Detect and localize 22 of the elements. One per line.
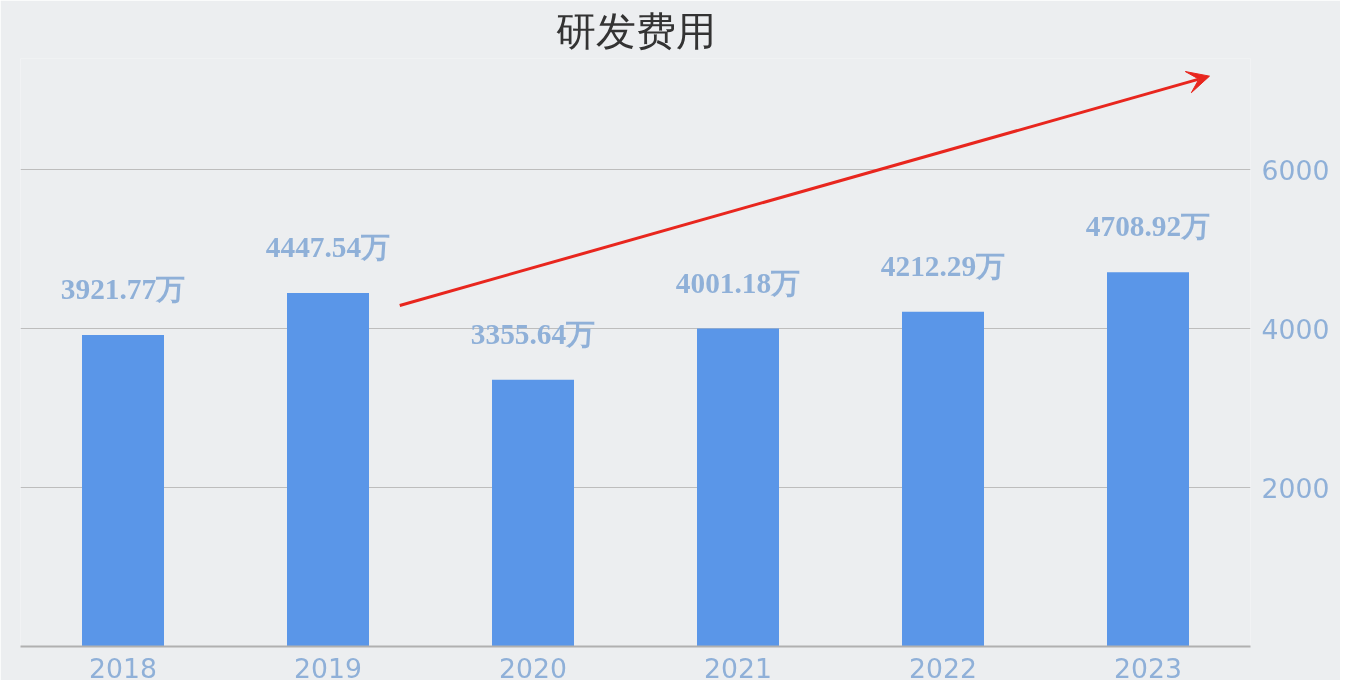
bar [1107,272,1189,647]
y-tick-label: 2000 [1261,472,1330,504]
data-label: 4212.29万 [880,249,1006,282]
chart-title: 研发费用 [555,7,716,54]
data-label: 4001.18万 [675,266,801,299]
x-tick-label: 2020 [499,652,567,684]
data-label: 4447.54万 [265,231,391,264]
y-tick-label: 4000 [1261,313,1330,345]
x-tick-label: 2022 [909,652,977,684]
bar [902,311,984,647]
data-label: 3355.64万 [470,317,596,350]
bar [492,379,574,647]
bar [82,334,164,647]
x-tick-label: 2021 [704,652,772,684]
y-tick-label: 6000 [1261,154,1330,186]
x-tick-label: 2018 [89,652,157,684]
data-label: 4708.92万 [1085,210,1211,243]
data-label: 3921.77万 [60,272,186,305]
bar [697,328,779,647]
x-tick-label: 2019 [294,652,362,684]
x-tick-label: 2023 [1114,652,1182,684]
bar [287,293,369,647]
